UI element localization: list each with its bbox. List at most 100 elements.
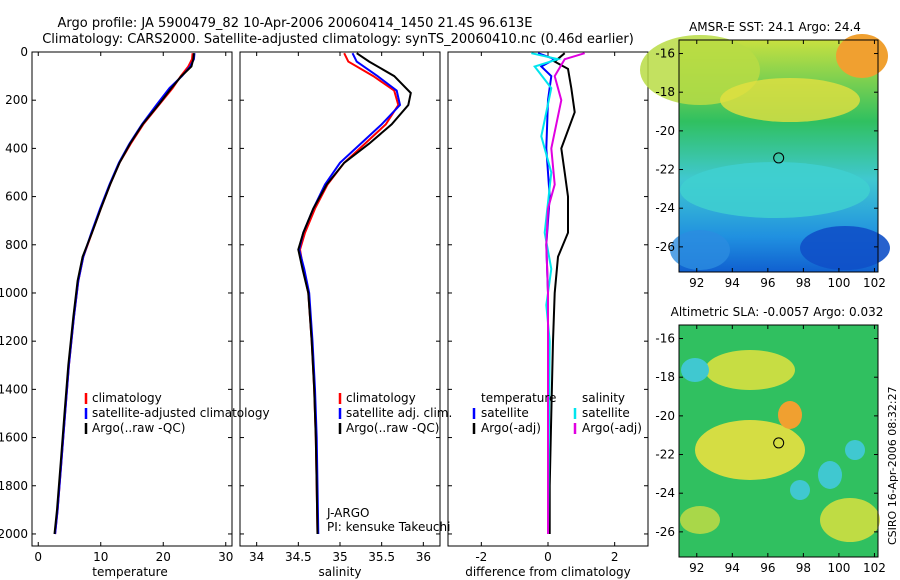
sla-yellow-patch-1 [705,350,795,390]
sst-argo-location-marker [773,152,785,164]
legend-header-temperature: temperature [481,391,556,405]
map-x-tick-label: 102 [863,561,886,575]
difference-lines [531,52,585,535]
legend-s-satellite: satellite [582,406,630,420]
x-tick-label: 0 [544,550,552,564]
map-y-tick-label: -22 [655,163,675,177]
map-x-tick-label: 96 [760,561,775,575]
map-x-tick-label: 94 [725,561,740,575]
difference-panel: -2 0 2 difference from climatology tempera… [447,51,649,579]
sla-axes-box [678,324,879,558]
sst-warm-corner [836,34,888,78]
y-tick-label: 600 [5,190,28,204]
map-x-tick-label: 92 [689,561,704,575]
title-line-1: Argo profile: JA 5900479_82 10-Apr-2006 … [57,16,532,31]
series-line-argo-raw-qc- [53,53,195,535]
temperature-axes-box [31,51,233,547]
sla-cyan-patch-1 [681,358,709,382]
map-x-tick-label: 96 [760,276,775,290]
legend-sal-climatology: climatology [346,391,416,405]
salinity-lines [297,52,412,535]
sla-cyan-patch-3 [790,480,810,500]
sla-map-title: Altimetric SLA: -0.0057 Argo: 0.032 [671,305,884,319]
series-line-temperature-argo-adj- [548,52,576,534]
y-tick-label: 2000 [0,527,28,541]
x-tick-label: -2 [475,550,487,564]
sst-warm-patch [640,35,760,105]
map-y-tick-label: -16 [655,332,675,346]
sst-map-title: AMSR-E SST: 24.1 Argo: 24.4 [689,20,861,34]
map-y-tick-label: -20 [655,124,675,138]
x-tick-label: 35 [332,550,347,564]
map-x-tick-label: 94 [725,276,740,290]
map-x-tick-label: 98 [796,561,811,575]
temperature-panel: 0 10 20 30 0 200 400 600 800 1000 1200 1400 1600 1800… [0,45,270,579]
map-y-tick-label: -26 [655,525,675,539]
x-tick-label: 34.5 [285,550,312,564]
sst-axes-box [678,39,879,273]
float-program-label: J-ARGO [326,506,369,520]
legend-t-argo: Argo(-adj) [481,421,541,435]
difference-legend: temperature salinity satellite Argo(-adj… [472,391,642,435]
series-line-temperature-satellite [537,52,558,534]
y-tick-label: 200 [5,93,28,107]
salinity-axes-box [239,51,441,547]
map-y-tick-label: -16 [655,47,675,61]
series-line-argo-raw-qc- [297,52,412,535]
title-line-2: Climatology: CARS2000. Satellite-adjuste… [42,32,634,47]
map-x-tick-label: 98 [796,276,811,290]
x-tick-label: 2 [611,550,619,564]
sst-map-ticks: 92 94 96 98 100 102 -16 -18 -20 -22 -24 -26 [655,40,886,290]
legend-header-salinity: salinity [582,391,625,405]
salinity-xlabel: salinity [318,565,361,579]
map-y-tick-label: -24 [655,201,675,215]
x-tick-label: 35.5 [368,550,395,564]
x-tick-label: 36 [416,550,431,564]
y-tick-label: 0 [20,45,28,59]
sst-cool-tongue [680,162,870,218]
y-tick-label: 1600 [0,431,28,445]
sst-cold-pool [800,226,890,270]
series-line-climatology [298,52,400,535]
y-tick-label: 1800 [0,479,28,493]
map-y-tick-label: -24 [655,486,675,500]
sst-map: AMSR-E SST: 24.1 Argo: 24.4 92 94 96 98 100 1… [640,20,890,290]
x-tick-label: 34 [249,550,264,564]
map-y-tick-label: -18 [655,85,675,99]
x-tick-label: 20 [156,550,171,564]
legend-sal-satellite: satellite adj. clim. [346,406,452,420]
temperature-ticks: 0 10 20 30 0 200 400 600 800 1000 1200 1400 1600 1800… [0,45,233,564]
map-x-tick-label: 100 [827,561,850,575]
series-line-salinity-argo-adj- [545,52,585,534]
difference-xlabel: difference from climatology [465,565,631,579]
sla-yellow-patch-4 [680,506,720,534]
sst-yellow-band [720,78,860,122]
y-tick-label: 1200 [0,334,28,348]
pi-label: PI: kensuke Takeuchi [327,520,450,534]
difference-ticks: -2 0 2 [448,51,648,564]
legend-t-satellite: satellite [481,406,529,420]
legend-argo: Argo(..raw -QC) [92,421,185,435]
sla-orange-patch [778,401,802,429]
map-y-tick-label: -20 [655,409,675,423]
sla-map: Altimetric SLA: -0.0057 Argo: 0.032 92 94… [655,305,886,575]
x-tick-label: 30 [218,550,233,564]
sla-argo-location-marker [773,437,785,449]
salinity-ticks: 34 34.5 35 35.5 36 [240,51,440,564]
legend-climatology: climatology [92,391,162,405]
map-x-tick-label: 102 [863,276,886,290]
y-tick-label: 800 [5,238,28,252]
sla-yellow-patch-2 [695,420,805,480]
credit-timestamp: CSIRO 16-Apr-2006 08:32:27 [886,386,899,545]
map-y-tick-label: -18 [655,370,675,384]
y-tick-label: 1400 [0,382,28,396]
sla-cyan-patch-2 [818,461,842,489]
y-tick-label: 1000 [0,286,28,300]
temperature-legend: climatology satellite-adjusted climatolo… [84,391,270,435]
salinity-panel: 34 34.5 35 35.5 36 salinity climatology sate… [239,51,452,579]
sla-cyan-patch-4 [845,440,865,460]
legend-sal-argo: Argo(..raw -QC) [346,421,439,435]
x-tick-label: 0 [34,550,42,564]
legend-satellite-adjusted: satellite-adjusted climatology [92,406,270,420]
